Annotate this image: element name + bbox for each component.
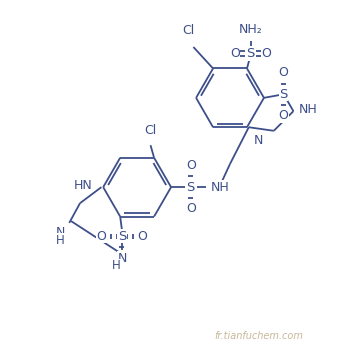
Text: S: S [186,181,195,194]
Text: S: S [118,230,126,243]
Text: O: O [279,66,288,79]
Text: N: N [117,252,127,265]
Text: fr.tianfuchem.com: fr.tianfuchem.com [214,331,303,341]
Text: O: O [186,202,195,215]
Text: N: N [55,226,65,239]
Text: S: S [279,88,288,101]
Text: S: S [246,47,255,60]
Text: N: N [254,134,264,147]
Text: NH: NH [211,181,230,194]
Text: O: O [138,230,148,243]
Text: O: O [230,47,240,60]
Text: O: O [279,109,288,122]
Text: O: O [261,47,271,60]
Text: NH₂: NH₂ [239,23,262,36]
Text: O: O [186,159,195,172]
Text: HN: HN [74,179,93,192]
Text: Cl: Cl [144,125,157,138]
Text: O: O [96,230,106,243]
Text: Cl: Cl [182,24,194,37]
Text: H: H [56,234,65,247]
Text: H: H [112,260,121,273]
Text: NH: NH [299,103,318,116]
